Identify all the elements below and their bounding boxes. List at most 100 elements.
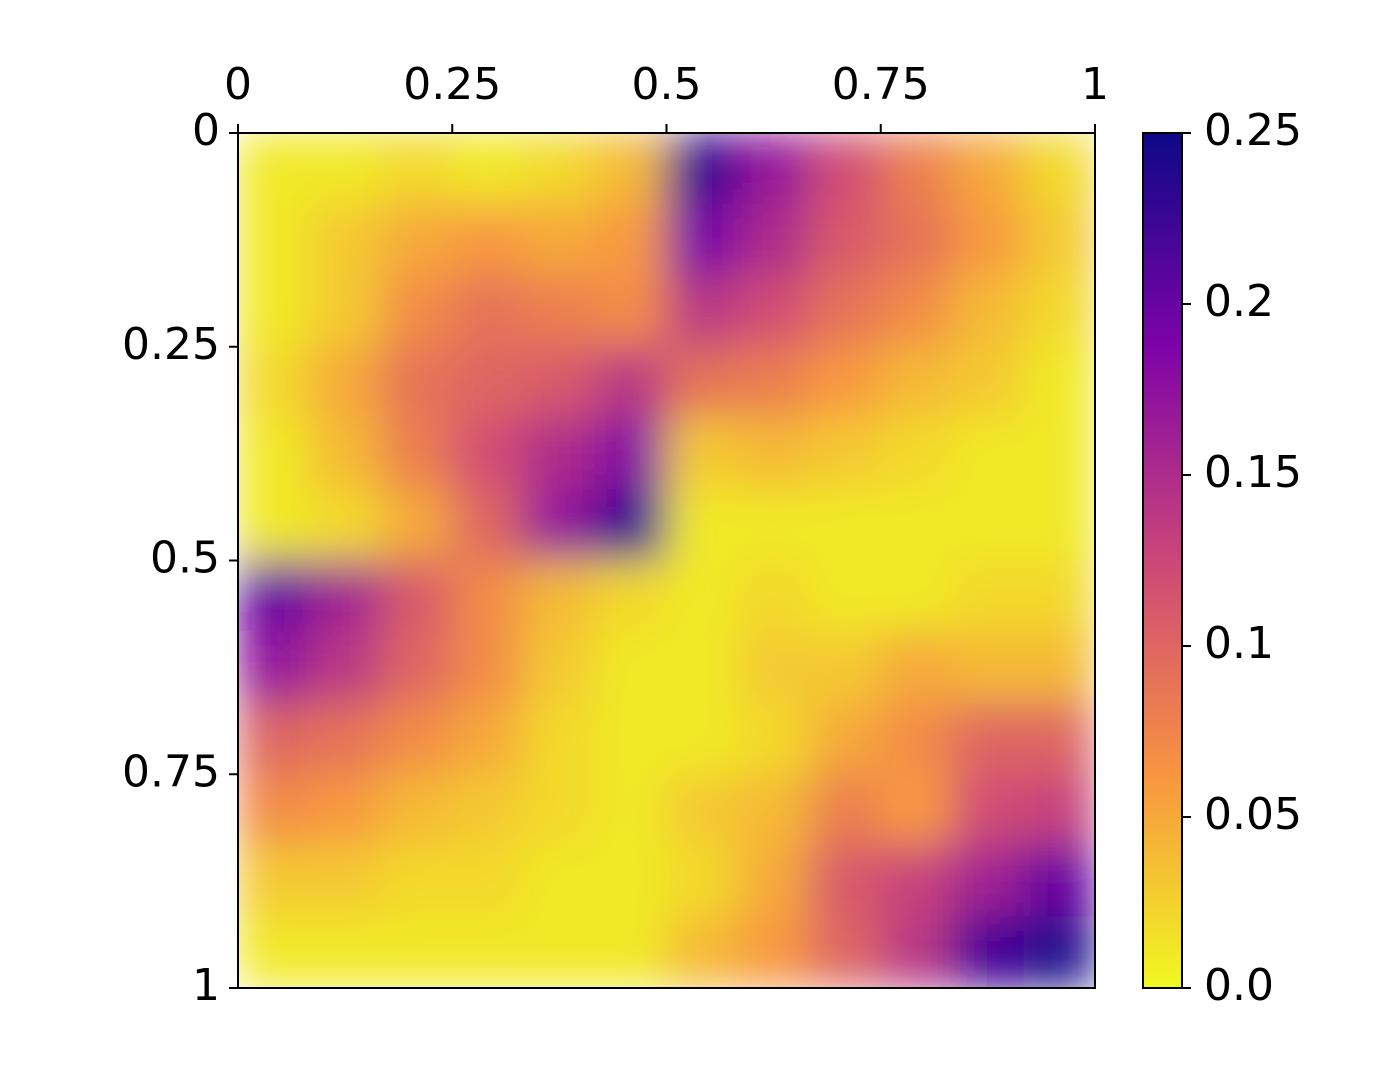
cell (451, 773, 525, 846)
cell (308, 916, 382, 988)
cell (1023, 773, 1095, 846)
cell (380, 203, 453, 276)
cell (951, 631, 1025, 704)
cell (523, 203, 596, 276)
cell (737, 346, 810, 419)
cell (380, 773, 453, 846)
cell (737, 417, 810, 490)
cell (238, 702, 310, 775)
cell (238, 488, 310, 561)
cell (880, 488, 953, 561)
cell (666, 133, 739, 205)
cell (451, 275, 525, 348)
cell (451, 631, 525, 704)
cell (451, 417, 525, 490)
colorbar-tick-label: 0.0 (1204, 960, 1274, 1011)
cell (523, 702, 596, 775)
cell (594, 702, 667, 775)
cell (523, 916, 596, 988)
cell (808, 203, 882, 276)
cell (1023, 916, 1095, 988)
cell (951, 346, 1025, 419)
cell (737, 133, 810, 205)
y-tick-label: 0.25 (122, 319, 220, 370)
x-tick-label: 0 (224, 59, 252, 110)
cell (523, 275, 596, 348)
cell (666, 275, 739, 348)
cell (238, 631, 310, 704)
cell (308, 275, 382, 348)
cell (737, 488, 810, 561)
cell (951, 275, 1025, 348)
cell (666, 203, 739, 276)
y-tick-label: 0.5 (150, 533, 220, 584)
cell (808, 845, 882, 918)
cell (380, 702, 453, 775)
cell (951, 203, 1025, 276)
cell (951, 773, 1025, 846)
y-tick-label: 0 (192, 105, 220, 156)
cell (594, 346, 667, 419)
cell (238, 773, 310, 846)
cell (380, 631, 453, 704)
cell (523, 417, 596, 490)
cell (594, 631, 667, 704)
x-tick-label: 0.5 (632, 59, 702, 110)
y-tick-label: 1 (192, 960, 220, 1011)
cell (594, 417, 667, 490)
cell (880, 346, 953, 419)
cell (880, 133, 953, 205)
cell (594, 845, 667, 918)
cell (666, 916, 739, 988)
cell (808, 773, 882, 846)
cell (308, 203, 382, 276)
cell (951, 916, 1025, 988)
cell (808, 417, 882, 490)
cell (880, 631, 953, 704)
cell (737, 916, 810, 988)
cell (308, 845, 382, 918)
x-tick-label: 1 (1081, 59, 1109, 110)
cell (1023, 702, 1095, 775)
cell (666, 702, 739, 775)
cell (808, 275, 882, 348)
cell (880, 203, 953, 276)
cell (666, 845, 739, 918)
y-tick-label: 0.75 (122, 746, 220, 797)
cell (594, 488, 667, 561)
cell (880, 773, 953, 846)
cell (451, 560, 525, 633)
cell (594, 916, 667, 988)
cell (1023, 560, 1095, 633)
cell (238, 560, 310, 633)
cell (451, 845, 525, 918)
cell (880, 916, 953, 988)
cell (737, 631, 810, 704)
cell (1023, 346, 1095, 419)
cell (238, 133, 310, 205)
cell (523, 133, 596, 205)
cell (238, 845, 310, 918)
cell (594, 275, 667, 348)
colorbar-tick-label: 0.25 (1204, 105, 1302, 156)
cell (451, 203, 525, 276)
cell (1023, 631, 1095, 704)
cell (238, 916, 310, 988)
cell (1023, 417, 1095, 490)
cell (1023, 275, 1095, 348)
colorbar-tick-label: 0.05 (1204, 789, 1302, 840)
cell (951, 488, 1025, 561)
cell (238, 346, 310, 419)
cell (808, 702, 882, 775)
cell (594, 203, 667, 276)
cell (238, 203, 310, 276)
cell (951, 560, 1025, 633)
x-tick-label: 0.25 (403, 59, 501, 110)
cell (666, 560, 739, 633)
cell (808, 916, 882, 988)
cell (951, 417, 1025, 490)
cell (308, 560, 382, 633)
cell (523, 773, 596, 846)
cell (523, 346, 596, 419)
